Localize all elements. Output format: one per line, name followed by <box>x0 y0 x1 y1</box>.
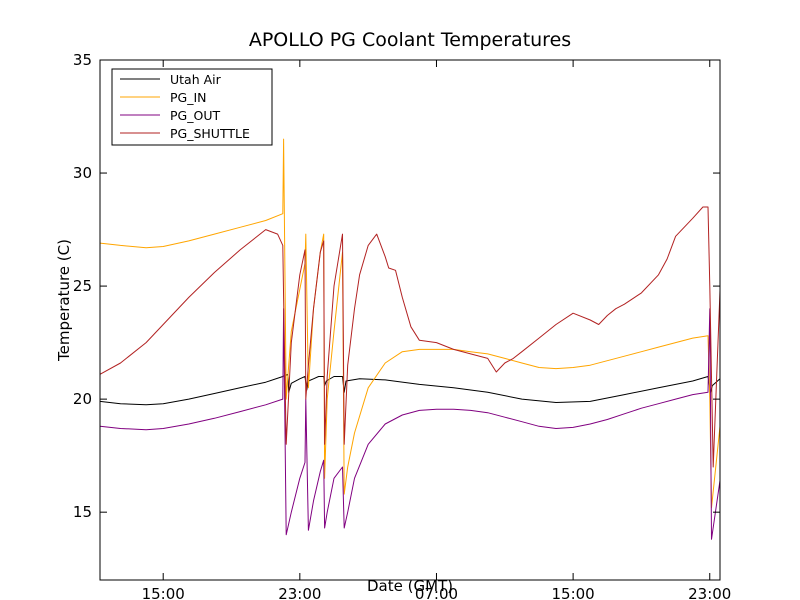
legend-label-pg-shuttle: PG_SHUTTLE <box>170 126 250 141</box>
y-tick-label: 25 <box>73 277 92 295</box>
x-tick-label-time: 23:00 <box>688 585 731 600</box>
x-axis: 15:00Jun 1523:00Jun 1507:00Jun 1615:00Ju… <box>142 60 731 600</box>
legend: Utah Air PG_IN PG_OUT PG_SHUTTLE <box>111 68 273 146</box>
x-tick-label-time: 07:00 <box>415 585 458 600</box>
y-tick-label: 15 <box>73 503 92 521</box>
plot-frame <box>99 59 721 581</box>
legend-label-pg-out: PG_OUT <box>170 108 220 123</box>
series-line-pg-out <box>99 308 721 540</box>
y-axis: 15 20 25 30 35 <box>73 51 720 521</box>
chart-title: APOLLO PG Coolant Temperatures <box>249 29 571 51</box>
series-line-pg-in <box>99 138 721 509</box>
legend-label-utah-air: Utah Air <box>170 72 222 87</box>
y-axis-title: Temperature (C) <box>55 239 73 362</box>
y-tick-label: 35 <box>73 51 92 69</box>
legend-box <box>111 68 273 146</box>
x-tick-label-time: 15:00 <box>551 585 594 600</box>
series-line-pg-shuttle <box>99 206 721 468</box>
y-tick-label: 20 <box>73 390 92 408</box>
x-tick-label-time: 23:00 <box>278 585 321 600</box>
x-axis-title: Date (GMT) <box>367 577 453 595</box>
y-tick-label: 30 <box>73 164 92 182</box>
legend-label-pg-in: PG_IN <box>170 90 207 105</box>
plot-area <box>99 138 721 540</box>
series-line-utah-air <box>99 373 721 406</box>
x-tick-label-time: 15:00 <box>142 585 185 600</box>
